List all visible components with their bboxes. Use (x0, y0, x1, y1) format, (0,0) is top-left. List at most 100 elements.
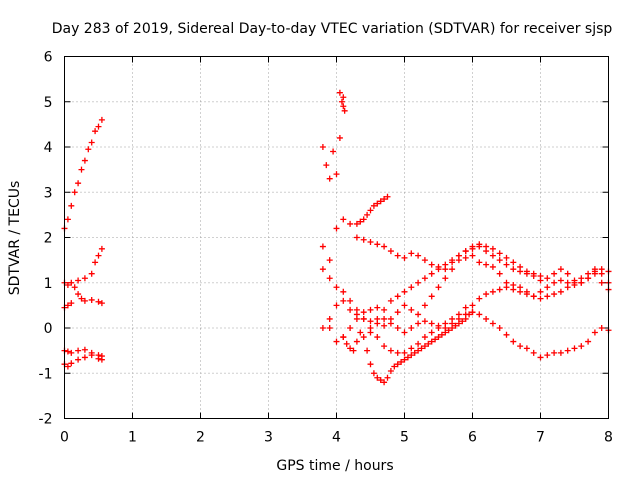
data-point (381, 306, 388, 313)
data-point (544, 293, 551, 300)
data-point (88, 352, 95, 359)
data-point (564, 270, 571, 277)
data-point (517, 343, 524, 350)
data-point (98, 356, 105, 363)
data-point (323, 162, 330, 169)
y-tick-label: -2 (39, 412, 53, 428)
data-point (340, 297, 347, 304)
data-point (340, 94, 347, 101)
data-point (75, 277, 82, 284)
data-point (462, 248, 469, 255)
data-point (391, 363, 398, 370)
data-point (353, 220, 360, 227)
data-point (530, 349, 537, 356)
data-point (340, 334, 347, 341)
data-point (381, 343, 388, 350)
data-point (81, 354, 88, 361)
data-point (340, 103, 347, 110)
data-point (381, 196, 388, 203)
data-point (401, 329, 408, 336)
data-point (319, 243, 326, 250)
data-point (551, 349, 558, 356)
data-point (421, 334, 428, 341)
data-point (598, 279, 605, 286)
data-point (438, 331, 445, 338)
data-point (544, 275, 551, 282)
chart-title: Day 283 of 2019, Sidereal Day-to-day VTE… (52, 21, 613, 37)
data-point (367, 361, 374, 368)
data-point (537, 354, 544, 361)
data-point (421, 318, 428, 325)
data-point (330, 148, 337, 155)
data-point (374, 304, 381, 311)
data-point (462, 254, 469, 261)
data-point (421, 275, 428, 282)
data-point (421, 257, 428, 264)
data-point (326, 257, 333, 264)
data-point (353, 306, 360, 313)
data-point (75, 356, 82, 363)
data-point (428, 320, 435, 327)
data-point (415, 279, 422, 286)
data-point (551, 279, 558, 286)
data-point (489, 288, 496, 295)
series-arc-14 (367, 243, 544, 336)
data-point (537, 295, 544, 302)
data-point (476, 311, 483, 318)
data-point (483, 315, 490, 322)
data-point (347, 306, 354, 313)
data-point (415, 347, 422, 354)
data-point (578, 343, 585, 350)
data-point (415, 311, 422, 318)
data-point (496, 270, 503, 277)
data-point (326, 175, 333, 182)
data-point (435, 266, 442, 273)
y-tick-label: 0 (44, 321, 53, 337)
data-point (367, 207, 374, 214)
data-point (374, 334, 381, 341)
y-tick-label: -1 (39, 366, 53, 382)
data-point (510, 259, 517, 266)
data-point (523, 345, 530, 352)
data-point (387, 248, 394, 255)
data-point (466, 311, 473, 318)
data-point (483, 291, 490, 298)
data-point (360, 236, 367, 243)
data-point (585, 338, 592, 345)
data-point (503, 331, 510, 338)
series-arc-3 (61, 284, 105, 311)
data-point (455, 320, 462, 327)
data-point (319, 325, 326, 331)
data-point (578, 275, 585, 282)
data-point (98, 116, 105, 123)
data-point (319, 144, 326, 150)
data-point (442, 261, 449, 268)
data-point (377, 198, 384, 205)
data-point (449, 266, 456, 273)
data-point (469, 309, 476, 316)
data-point (353, 234, 360, 241)
data-point (319, 266, 326, 273)
data-point (64, 302, 71, 309)
data-point (503, 261, 510, 268)
data-point (338, 98, 345, 105)
data-point (98, 300, 105, 307)
y-axis-label: SDTVAR / TECUs (7, 181, 23, 296)
data-point (551, 291, 558, 298)
data-point (503, 254, 510, 261)
data-point (591, 329, 598, 336)
data-point (435, 322, 442, 329)
x-tick-label: 7 (536, 430, 545, 446)
data-point (367, 306, 374, 313)
data-point (415, 320, 422, 327)
data-point (496, 286, 503, 293)
data-point (343, 340, 350, 347)
data-point (476, 243, 483, 250)
series-arc-4 (61, 346, 105, 360)
data-point (340, 288, 347, 295)
data-point (408, 352, 415, 359)
data-point (428, 270, 435, 277)
data-point (483, 248, 490, 255)
data-point (564, 284, 571, 291)
data-point (394, 349, 401, 356)
